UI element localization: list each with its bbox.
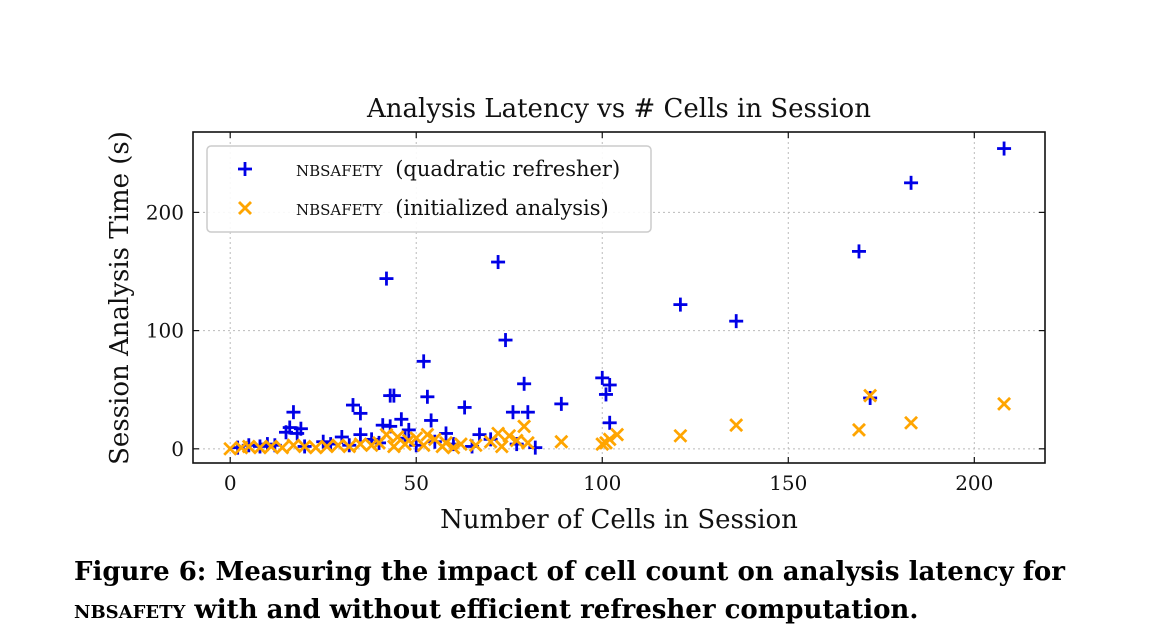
x-point (398, 437, 413, 452)
x-point (509, 433, 524, 448)
plus-point (505, 405, 520, 420)
plus-point (438, 426, 453, 441)
y-axis-label: Session Analysis Time (s) (105, 131, 135, 465)
x-point (520, 435, 535, 450)
x-point (386, 439, 401, 454)
x-point (502, 428, 517, 443)
caption-smallcaps: NBSAFETY (74, 595, 186, 625)
plus-point (394, 412, 409, 427)
x-point (435, 439, 450, 454)
plus-point (528, 440, 543, 455)
x-point (241, 439, 256, 454)
x-point (483, 434, 498, 449)
caption-label: Figure 6: Measuring the impact of cell c… (74, 557, 1065, 587)
x-point (297, 439, 312, 454)
x-tick-label: 150 (769, 471, 807, 495)
legend: NBSAFETY (quadratic refresher) NBSAFETY … (206, 145, 652, 233)
plus-point (416, 354, 431, 369)
plus-point (520, 405, 535, 420)
plus-point (595, 370, 610, 385)
plus-point (517, 376, 532, 391)
plus-point (424, 413, 439, 428)
plus-point (997, 141, 1012, 156)
plus-point (904, 175, 919, 190)
plus-point (409, 438, 424, 453)
x-point (264, 439, 279, 454)
x-point (342, 439, 357, 454)
plus-point (420, 389, 435, 404)
x-point (275, 440, 290, 455)
x-point (420, 427, 435, 442)
plus-point (353, 427, 368, 442)
x-point (223, 441, 238, 456)
legend-x-glyph (238, 201, 252, 215)
x-point (308, 440, 323, 455)
x-point (997, 396, 1012, 411)
x-point (602, 432, 617, 447)
plus-point (290, 426, 305, 441)
plus-point (598, 387, 613, 402)
plus-point (863, 390, 878, 405)
y-tick-label: 100 (146, 319, 184, 343)
x-point (851, 422, 866, 437)
plus-point (345, 398, 360, 413)
axis-ticks: 0 50 100 150 200 0 100 200 (146, 132, 1045, 495)
x-point (372, 435, 387, 450)
plus-point (353, 406, 368, 421)
x-point (517, 419, 532, 434)
plus-point (491, 255, 506, 270)
data-points (223, 141, 1012, 456)
plus-point (386, 388, 401, 403)
y-tick-label: 200 (146, 200, 184, 224)
x-point (863, 388, 878, 403)
plus-point (286, 405, 301, 420)
legend-label-quadratic: NBSAFETY (quadratic refresher) (296, 157, 620, 181)
legend-marker-x (238, 201, 252, 215)
plus-point (379, 271, 394, 286)
y-tick-label: 0 (171, 437, 184, 461)
plus-point (729, 314, 744, 329)
scatter-chart: Analysis Latency vs # Cells in Session 0… (105, 94, 1046, 535)
x-point (468, 438, 483, 453)
x-point (673, 428, 688, 443)
x-point (446, 440, 461, 455)
caption-rest: with and without efficient refresher com… (185, 595, 919, 625)
chart-title: Analysis Latency vs # Cells in Session (366, 94, 871, 124)
x-point (610, 427, 625, 442)
plus-point (498, 333, 513, 348)
legend-plus-glyph (238, 162, 252, 176)
legend-marker-plus (238, 162, 252, 176)
x-point (554, 434, 569, 449)
plot-frame (192, 131, 1046, 464)
x-tick-label: 100 (583, 471, 621, 495)
plus-point (602, 377, 617, 392)
figure-caption: Figure 6: Measuring the impact of cell c… (74, 553, 1134, 629)
x-point (331, 438, 346, 453)
legend-label-initialized: NBSAFETY (initialized analysis) (296, 196, 609, 220)
plus-point (602, 415, 617, 430)
x-point (353, 437, 368, 452)
legend-box (206, 145, 652, 233)
x-axis-label: Number of Cells in Session (440, 505, 798, 535)
x-point (252, 440, 267, 455)
x-point (319, 439, 334, 454)
x-tick-label: 0 (224, 471, 237, 495)
plus-point (554, 396, 569, 411)
plus-point (401, 422, 416, 437)
plus-point (483, 432, 498, 447)
x-point (286, 438, 301, 453)
x-point (904, 415, 919, 430)
x-tick-label: 50 (404, 471, 429, 495)
x-point (494, 439, 509, 454)
plus-point (457, 400, 472, 415)
x-tick-label: 200 (955, 471, 993, 495)
x-point (729, 418, 744, 433)
plus-point (851, 244, 866, 259)
x-point (416, 438, 431, 453)
plus-point (673, 297, 688, 312)
x-point (595, 437, 610, 452)
x-point (453, 437, 468, 452)
plus-point (472, 427, 487, 442)
